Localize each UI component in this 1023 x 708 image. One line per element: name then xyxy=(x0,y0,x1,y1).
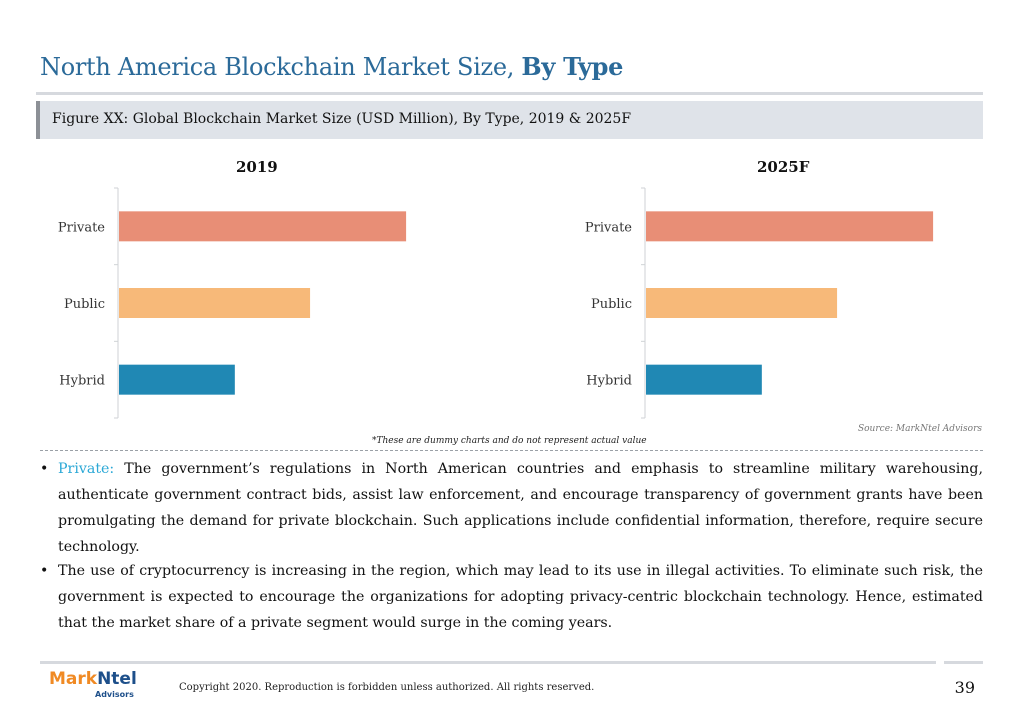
bar-public xyxy=(646,288,838,318)
bullet-marker: • xyxy=(40,461,49,477)
category-label-private: Private xyxy=(585,220,632,235)
paragraph-cryptocurrency: • The use of cryptocurrency is increasin… xyxy=(40,558,983,636)
page-title-main: North America Blockchain Market Size, xyxy=(40,53,515,81)
charts-canvas: Private Public Hybrid Private Public Hybrid xyxy=(58,187,934,419)
category-label-hybrid: Hybrid xyxy=(586,374,632,389)
page-title: North America Blockchain Market Size, By… xyxy=(40,52,623,81)
paragraph-body: The use of cryptocurrency is increasing … xyxy=(58,563,983,631)
dummy-chart-note: *These are dummy charts and do not repre… xyxy=(372,436,647,446)
figure-caption: Figure XX: Global Blockchain Market Size… xyxy=(52,111,632,127)
category-label-private: Private xyxy=(58,220,105,235)
dashed-divider xyxy=(40,450,983,451)
logo-mark-text: Mark xyxy=(49,669,98,689)
logo-subtitle: Advisors xyxy=(95,690,134,699)
logo-ntel-text: Ntel xyxy=(97,669,137,689)
footer-divider-short xyxy=(944,661,983,664)
chart-2019: Private Public Hybrid xyxy=(58,187,407,419)
page-number: 39 xyxy=(954,678,975,697)
paragraph-body: The government’s regulations in North Am… xyxy=(58,461,983,555)
category-label-public: Public xyxy=(591,297,632,312)
bar-hybrid xyxy=(646,364,762,395)
figure-caption-box: Figure XX: Global Blockchain Market Size… xyxy=(36,101,983,139)
bar-private xyxy=(119,211,407,242)
source-note: Source: MarkNtel Advisors xyxy=(857,424,982,434)
paragraph-text: Private: The government’s regulations in… xyxy=(58,456,983,560)
category-label-hybrid: Hybrid xyxy=(59,374,105,389)
chart-title-2019: 2019 xyxy=(236,158,278,176)
page-title-emphasis: By Type xyxy=(521,52,624,81)
chart-title-2025f: 2025F xyxy=(757,158,810,176)
footer-divider xyxy=(40,661,936,664)
bar-hybrid xyxy=(119,364,235,395)
title-divider xyxy=(36,92,983,95)
bullet-marker: • xyxy=(40,563,49,579)
paragraph-lead: Private: xyxy=(58,461,115,477)
category-label-public: Public xyxy=(64,297,105,312)
bar-private xyxy=(646,211,934,242)
paragraph-private: • Private: The government’s regulations … xyxy=(40,456,983,560)
bar-public xyxy=(119,288,311,318)
chart-2025f: Private Public Hybrid xyxy=(585,187,934,419)
copyright-text: Copyright 2020. Reproduction is forbidde… xyxy=(179,682,595,693)
markntel-logo: MarkNtel Advisors xyxy=(49,670,139,704)
